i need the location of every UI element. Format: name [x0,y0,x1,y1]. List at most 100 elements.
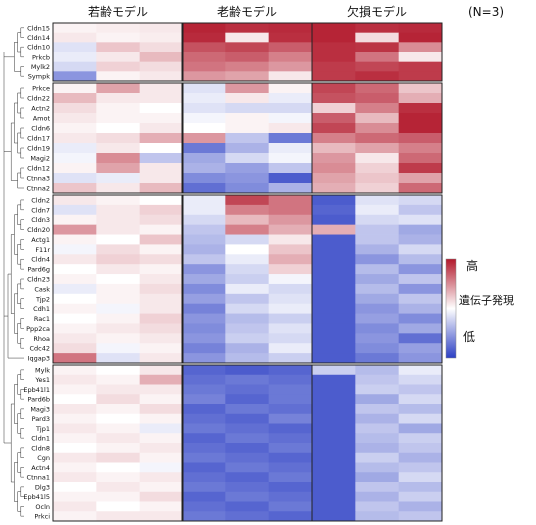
heatmap-cell [398,374,443,385]
heatmap-cell [312,204,356,216]
dendrogram-branch [20,318,24,329]
heatmap-cell [355,234,400,245]
heatmap-cell [53,433,97,444]
heatmap-cell [182,482,226,493]
gene-label: Ppp2ca [26,325,50,333]
heatmap-cell [96,303,141,314]
heatmap-cell [96,365,141,376]
dendrogram-branch [20,66,24,77]
heatmap-cell [398,404,443,415]
heatmap-cell [355,313,400,324]
heatmap-cell [312,413,356,424]
heatmap-cell [312,71,356,82]
heatmap-cell [268,404,313,415]
heatmap-cell [96,224,141,235]
heatmap-cell [398,443,443,454]
heatmap-cell [182,491,226,502]
heatmap-cell [96,234,141,245]
heatmap-cell [96,42,141,53]
heatmap-cell [355,52,400,63]
heatmap-cell [182,511,226,522]
heatmap-cell [398,42,443,53]
heatmap-cell [139,313,184,324]
block-frame [311,22,443,82]
heatmap-cell [139,293,184,305]
heatmap-cell [355,433,400,444]
heatmap-cell [96,423,141,434]
heatmap-cell [312,224,356,235]
heatmap-cell [96,384,141,395]
heatmap-cell [182,71,226,82]
heatmap-cell [96,394,141,405]
gene-label: Epb41l5 [23,493,50,501]
dendrogram-branch [20,127,24,139]
heatmap-cell [225,52,270,63]
heatmap-cell [53,153,97,164]
heatmap-cell [268,293,313,305]
heatmap-cell [268,204,313,216]
gene-label: Tjp1 [35,425,50,433]
heatmap-cell [96,443,141,454]
block-frame [52,22,184,82]
gene-label: Cldn22 [27,95,50,103]
gene-label: Tjp2 [35,295,50,303]
dendrogram-branch [14,384,18,424]
heatmap-cell [398,113,443,124]
heatmap-cell [355,153,400,164]
heatmap-cell [268,413,313,424]
heatmap-cell [139,234,184,245]
heatmap-cell [355,394,400,405]
heatmap-cell [225,394,270,405]
heatmap-cell [268,32,313,43]
gene-label: Yes1 [34,376,50,384]
heatmap-cell [225,204,270,216]
heatmap-cell [96,23,141,34]
heatmap-cell [355,214,400,226]
heatmap-cell [53,482,97,493]
heatmap-cell [312,333,356,344]
heatmap-cell [225,113,270,124]
heatmap-cell [398,482,443,493]
heatmap-cell [225,404,270,415]
gene-label: Pard6g [27,266,50,274]
heatmap-cell [96,52,141,63]
heatmap-cell [53,365,97,376]
block-frame [311,194,443,364]
heatmap-cell [182,113,226,124]
heatmap-cell [53,293,97,305]
heatmap-cell [268,264,313,275]
heatmap-cell [312,195,356,206]
heatmap-cell [53,472,97,483]
heatmap-cell [139,103,184,114]
heatmap-cell [139,123,184,134]
heatmap-cell [96,71,141,82]
heatmap-cell [398,143,443,154]
heatmap-cell [312,353,356,364]
dendrogram-branch [20,87,24,99]
row-dendrogram [3,27,24,517]
heatmap-cell [53,224,97,235]
heatmap-cell [398,173,443,184]
heatmap-cell [96,244,141,255]
color-legend: 高 遺伝子発現 低 [445,258,514,359]
heatmap-cell [268,83,313,94]
dendrogram-branch [14,102,18,144]
heatmap-cell [225,443,270,454]
heatmap-cell [139,274,184,285]
gene-label: F11r [35,246,50,254]
heatmap-cell [96,353,141,364]
heatmap-cell [96,501,141,512]
heatmap-cell [53,353,97,364]
heatmap-cell [96,323,141,334]
heatmap-cell [355,511,400,522]
heatmap-cell [139,113,184,124]
heatmap-cell [225,313,270,324]
heatmap-cell [312,443,356,454]
heatmap-cell [96,153,141,164]
heatmap-cell [398,214,443,226]
heatmap-cell [182,404,226,415]
heatmap-cell [96,374,141,385]
dendrogram-branch [10,234,15,314]
heatmap-cell [398,264,443,275]
gene-label: Pard3 [32,415,50,423]
